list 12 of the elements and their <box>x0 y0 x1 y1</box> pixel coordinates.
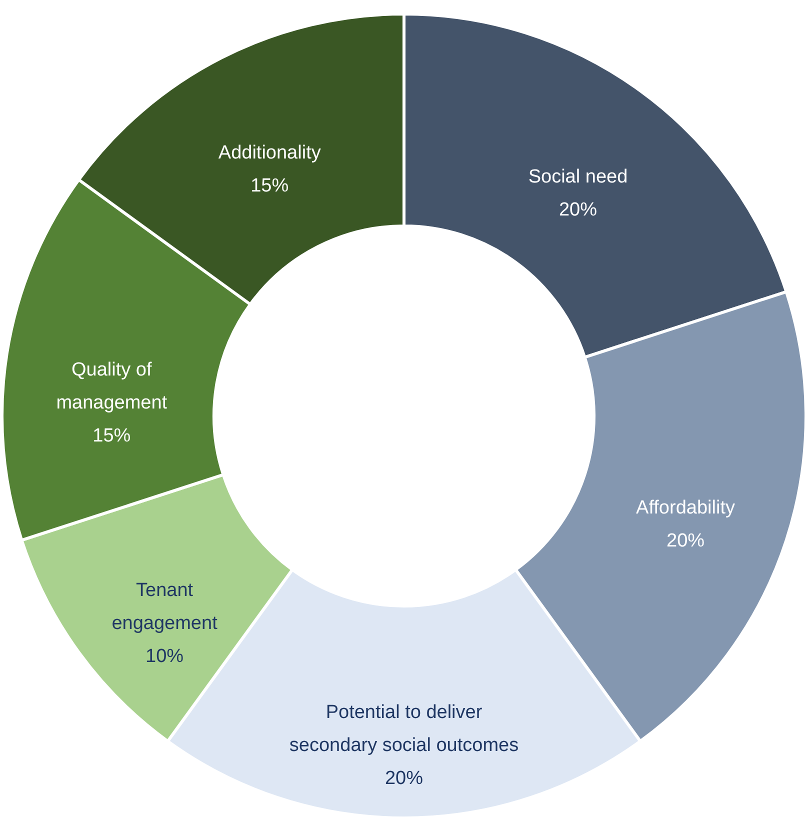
slice-label: Additionality <box>218 142 322 164</box>
slice-label: Potential to deliver secondary social outcomes <box>289 702 519 756</box>
data-label: 20% <box>558 200 598 221</box>
slice-label: Tenant engagement <box>112 580 218 634</box>
slice-label: Affordability <box>636 497 736 518</box>
slice-label: Quality of management <box>56 360 168 414</box>
data-label: 15% <box>250 175 289 196</box>
data-label: 15% <box>92 426 131 447</box>
data-label: 10% <box>146 646 184 667</box>
data-label: 20% <box>384 768 424 789</box>
slice-label: Social need <box>528 166 628 188</box>
data-label: 20% <box>666 530 705 552</box>
